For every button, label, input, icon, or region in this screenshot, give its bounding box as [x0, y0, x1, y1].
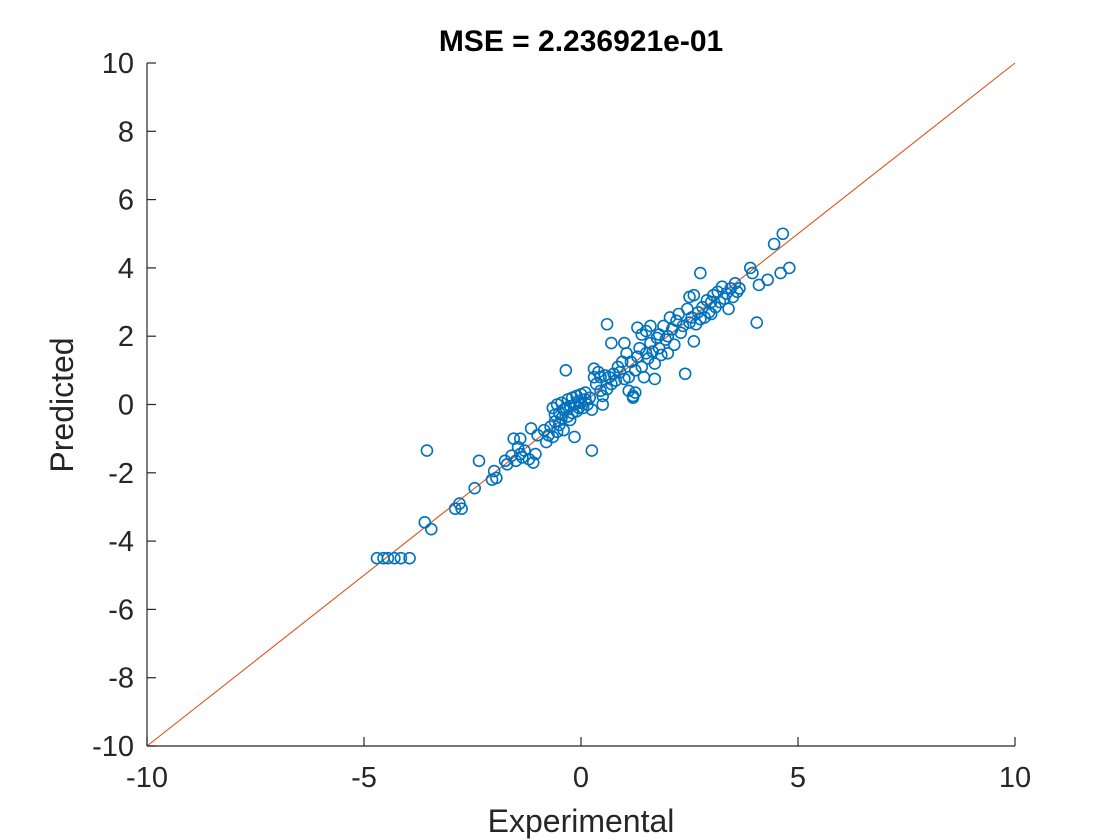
- data-point: [596, 398, 610, 411]
- data-point: [637, 370, 651, 384]
- data-point: [490, 471, 503, 485]
- data-point: [487, 464, 501, 478]
- data-point: [568, 430, 581, 444]
- data-point: [516, 451, 529, 464]
- data-point: [403, 551, 416, 565]
- data-point: [557, 423, 570, 437]
- data-point: [585, 403, 599, 416]
- y-tick-label: -4: [108, 526, 134, 558]
- y-tick-label: 4: [118, 253, 134, 285]
- data-point: [468, 481, 481, 495]
- data-point: [583, 391, 596, 404]
- data-point: [722, 302, 735, 316]
- data-point: [529, 447, 542, 461]
- x-axis-label: Experimental: [488, 803, 675, 839]
- data-point: [644, 319, 657, 333]
- chart-title: MSE = 2.236921e-01: [439, 25, 723, 58]
- axes: -10 -5 0 5 10 -10 -8 -6 -4 -2 0 2 4 6 8 10: [92, 48, 1031, 794]
- data-point: [776, 227, 790, 241]
- data-point: [631, 321, 644, 334]
- data-point: [654, 348, 668, 362]
- data-point: [589, 377, 603, 391]
- data-point: [661, 329, 675, 343]
- data-point: [694, 266, 707, 280]
- y-tick-label: 6: [118, 185, 134, 217]
- data-point: [783, 261, 796, 275]
- y-tick-label: 8: [118, 116, 134, 148]
- data-point: [526, 456, 540, 469]
- y-axis-label: Predicted: [44, 337, 80, 472]
- data-point: [628, 386, 642, 399]
- data-point: [767, 237, 781, 251]
- x-tick-label: 10: [999, 762, 1031, 794]
- data-point: [472, 454, 486, 468]
- data-point: [715, 280, 729, 293]
- data-point: [628, 364, 642, 377]
- y-tick-label: 2: [118, 321, 134, 353]
- data-point: [761, 273, 774, 287]
- y-tick-label: -10: [92, 731, 134, 763]
- data-point: [585, 444, 599, 457]
- data-point: [418, 516, 432, 529]
- data-point: [381, 551, 395, 565]
- x-tick-label: 5: [790, 762, 806, 794]
- data-point: [678, 367, 692, 381]
- data-point: [559, 364, 573, 377]
- y-tick-label: -2: [108, 458, 134, 490]
- data-point: [572, 394, 586, 408]
- data-point: [424, 522, 438, 536]
- y-tick-label: 0: [118, 390, 134, 422]
- data-point: [605, 336, 618, 350]
- data-point: [596, 389, 610, 403]
- data-point: [657, 319, 670, 333]
- y-tick-label: -8: [108, 663, 134, 695]
- reference-line-layer: [146, 62, 1016, 747]
- data-point: [668, 338, 681, 352]
- data-point: [370, 551, 384, 565]
- data-point: [746, 266, 759, 280]
- data-points-layer: [370, 227, 796, 565]
- data-point: [661, 346, 675, 360]
- data-point: [607, 367, 620, 381]
- y-tick-label: 10: [102, 48, 134, 80]
- data-point: [509, 454, 523, 468]
- data-point: [687, 288, 701, 302]
- data-point: [563, 413, 577, 427]
- data-point: [622, 370, 636, 384]
- data-point: [513, 432, 527, 445]
- data-point: [733, 282, 746, 295]
- data-point: [511, 440, 525, 454]
- data-point: [687, 335, 701, 348]
- y-tick-label: -6: [108, 594, 134, 626]
- data-point: [618, 336, 631, 350]
- reference-line: [146, 62, 1016, 747]
- x-tick-label: -10: [126, 762, 168, 794]
- data-point: [420, 444, 434, 457]
- data-point: [555, 411, 568, 425]
- data-point: [557, 403, 570, 416]
- data-point: [388, 551, 401, 565]
- data-point: [646, 345, 659, 358]
- data-point: [676, 319, 690, 333]
- data-point: [663, 311, 677, 324]
- data-point: [394, 551, 408, 565]
- data-point: [750, 316, 764, 329]
- data-point: [648, 372, 662, 386]
- data-point: [674, 326, 688, 340]
- data-point: [648, 357, 662, 370]
- x-tick-label: 0: [573, 762, 589, 794]
- data-point: [550, 425, 564, 439]
- data-point: [453, 497, 466, 510]
- data-point: [600, 317, 614, 331]
- data-point: [524, 422, 538, 435]
- x-tick-label: -5: [351, 762, 377, 794]
- data-point: [704, 307, 718, 321]
